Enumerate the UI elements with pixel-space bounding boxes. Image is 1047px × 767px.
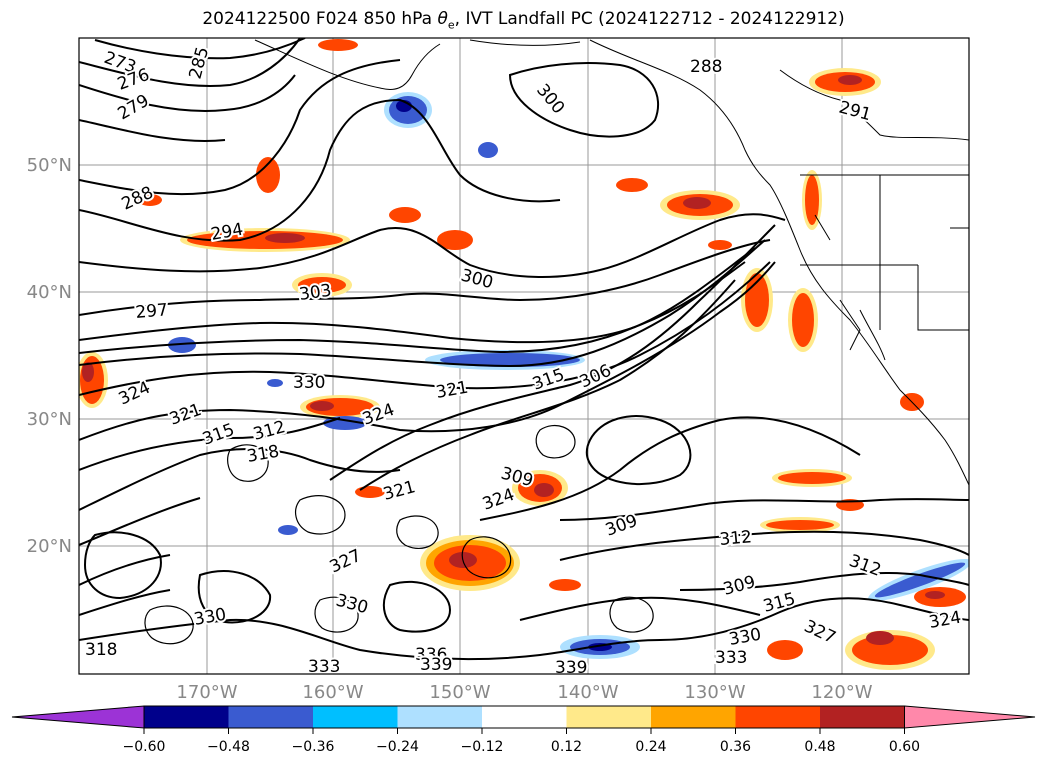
patch-mid-pacific bbox=[300, 395, 380, 419]
patch-southeast bbox=[845, 587, 966, 670]
contour-label-336: 336 bbox=[415, 645, 447, 665]
contour-label-318-b: 318 bbox=[85, 640, 117, 660]
contour-label-333-b: 333 bbox=[715, 648, 747, 668]
patch-west-pacific-north bbox=[180, 228, 350, 252]
colorbar-segment-2 bbox=[228, 706, 313, 728]
contour-label-297: 297 bbox=[135, 300, 169, 323]
colorbar: −0.60 −0.48 −0.36 −0.24 −0.12 0.12 0.24 … bbox=[11, 705, 1036, 755]
lon-label-130w: 130°W bbox=[684, 682, 745, 703]
colorbar-segment-5 bbox=[482, 706, 567, 728]
map-frame bbox=[78, 37, 970, 675]
patch-east-subtropical bbox=[760, 469, 852, 533]
colorbar-tick-label: −0.48 bbox=[207, 739, 250, 755]
lon-label-150w: 150°W bbox=[429, 682, 490, 703]
patch-south-edge bbox=[560, 635, 640, 659]
patch-small-scattered bbox=[138, 39, 924, 660]
patch-hawaii-region bbox=[420, 535, 520, 591]
colorbar-segment-3 bbox=[313, 706, 398, 728]
lon-label-170w: 170°W bbox=[176, 682, 237, 703]
colorbar-tick-label: 0.60 bbox=[889, 739, 920, 755]
lon-label-120w: 120°W bbox=[811, 682, 872, 703]
map-area: 273 276 279 285 288 288 291 294 297 300 … bbox=[79, 38, 969, 678]
lat-label-20n: 20°N bbox=[27, 536, 72, 557]
map-title: 2024122500 F024 850 hPa θe, IVT Landfall… bbox=[202, 9, 845, 32]
colorbar-tick-label: 0.12 bbox=[551, 739, 582, 755]
colorbar-segment-1 bbox=[144, 706, 229, 728]
contour-label-288-a: 288 bbox=[690, 57, 722, 77]
lat-label-30n: 30°N bbox=[27, 409, 72, 430]
colorbar-tick-label: 0.36 bbox=[720, 739, 751, 755]
positive-anomaly-patches bbox=[79, 39, 966, 670]
colorbar-extend-high bbox=[904, 705, 1036, 729]
colorbar-ticks bbox=[143, 728, 905, 734]
colorbar-segment-6 bbox=[566, 706, 651, 728]
patch-southeast-blue bbox=[267, 379, 969, 602]
colorbar-tick-label: −0.12 bbox=[461, 739, 504, 755]
coastlines bbox=[254, 39, 969, 486]
colorbar-tick-label: −0.60 bbox=[123, 739, 166, 755]
patch-north-central bbox=[660, 190, 740, 220]
longitude-labels: 170°W 160°W 150°W 140°W 130°W 120°W bbox=[176, 682, 872, 703]
colorbar-extend-low bbox=[11, 705, 145, 729]
theta-e-contours bbox=[79, 38, 969, 661]
contour-label-333-a: 333 bbox=[308, 657, 340, 677]
colorbar-outline bbox=[143, 705, 905, 729]
colorbar-tick-label: −0.24 bbox=[376, 739, 419, 755]
colorbar-segment-8 bbox=[735, 706, 820, 728]
patch-gulf-alaska bbox=[809, 68, 881, 96]
colorbar-segment-7 bbox=[651, 706, 736, 728]
contour-label-330-a: 330 bbox=[293, 373, 325, 393]
lat-label-40n: 40°N bbox=[27, 282, 72, 303]
contour-label-312-a: 312 bbox=[719, 527, 753, 550]
colorbar-segment-4 bbox=[397, 706, 482, 728]
contour-label-339-b: 339 bbox=[555, 658, 587, 678]
latitude-labels: 50°N 40°N 30°N 20°N bbox=[27, 155, 72, 557]
patch-subtropical-center bbox=[512, 470, 568, 506]
colorbar-tick-label: −0.36 bbox=[292, 739, 335, 755]
patch-west-edge bbox=[79, 352, 108, 408]
contour-label-339-a: 339 bbox=[420, 655, 452, 675]
patch-coast-washington bbox=[802, 170, 822, 230]
lon-label-140w: 140°W bbox=[557, 682, 618, 703]
contour-label-303: 303 bbox=[298, 281, 333, 305]
small-contour-features bbox=[144, 425, 654, 645]
lon-label-160w: 160°W bbox=[302, 682, 363, 703]
colorbar-tick-label: 0.48 bbox=[804, 739, 835, 755]
lat-label-50n: 50°N bbox=[27, 155, 72, 176]
colorbar-tick-label: 0.24 bbox=[635, 739, 666, 755]
colorbar-segment-9 bbox=[820, 706, 905, 728]
